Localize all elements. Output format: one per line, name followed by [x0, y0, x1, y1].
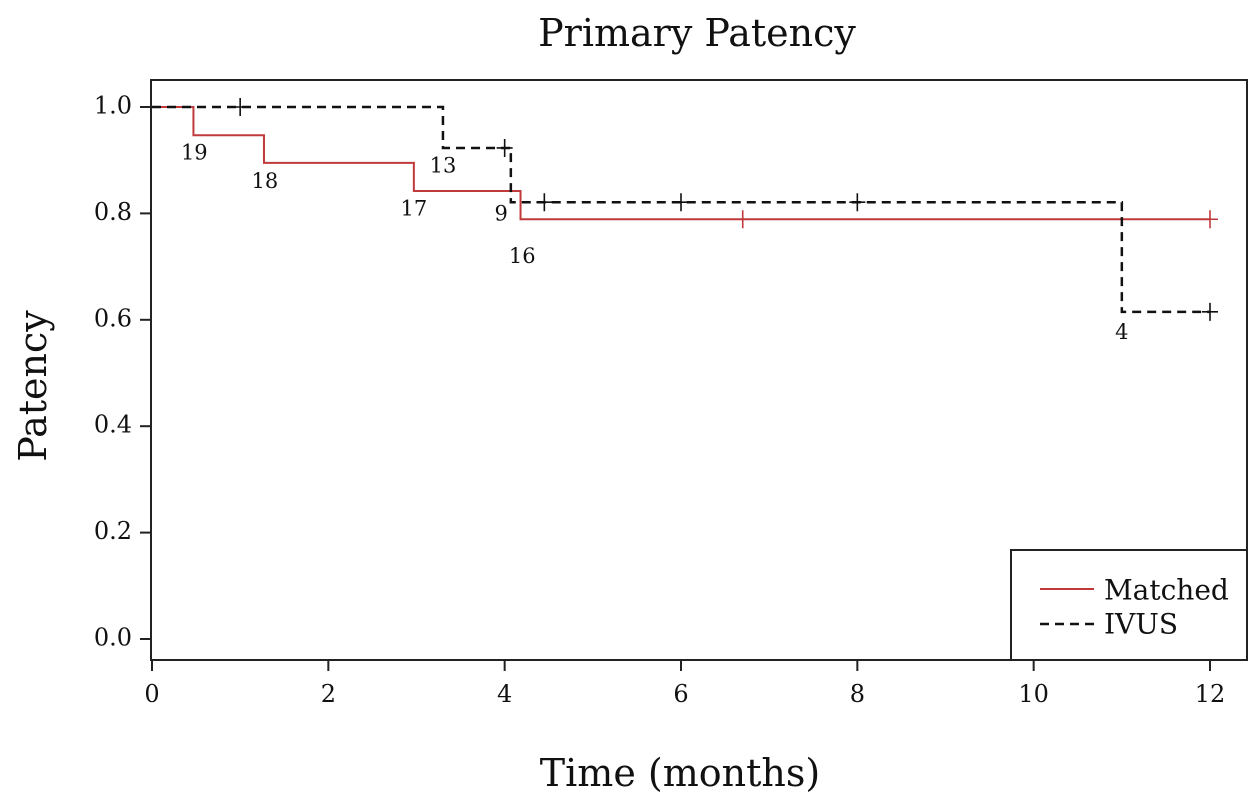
- x-tick-label: 0: [144, 680, 159, 708]
- censor-mark-ivus: [849, 193, 866, 212]
- x-tick-label: 2: [321, 680, 336, 708]
- x-tick-label: 12: [1195, 680, 1226, 708]
- censor-mark-ivus: [673, 193, 689, 212]
- chart-title: Primary Patency: [538, 11, 856, 55]
- risk-count-label: 16: [509, 244, 536, 268]
- y-tick-label: 0.8: [94, 198, 132, 226]
- y-tick-label: 0.4: [94, 411, 132, 439]
- legend-label-matched: Matched: [1104, 574, 1229, 607]
- series-line-ivus: [152, 105, 1210, 314]
- plot-frame: [150, 79, 1248, 661]
- censor-mark-ivus: [1202, 302, 1218, 321]
- series-line-matched: [152, 106, 1210, 221]
- censor-mark-ivus: [496, 138, 513, 157]
- risk-count-label: 17: [400, 197, 427, 221]
- y-axis-title: Patency: [11, 310, 55, 462]
- series-layer: [152, 98, 1218, 321]
- y-tick-label: 1.0: [94, 92, 132, 120]
- censor-mark-matched: [734, 210, 751, 229]
- x-tick-label: 8: [850, 680, 865, 708]
- y-tick-label: 0.6: [94, 304, 132, 332]
- y-tick-label: 0.2: [94, 517, 132, 545]
- risk-count-label: 18: [251, 169, 278, 193]
- censor-mark-matched: [1202, 210, 1218, 229]
- x-tick-label: 10: [1018, 680, 1049, 708]
- x-tick-label: 6: [673, 680, 688, 708]
- risk-count-label: 4: [1115, 320, 1128, 344]
- censor-mark-ivus: [232, 98, 249, 116]
- legend-box: [1010, 549, 1248, 661]
- y-tick-label: 0.0: [94, 624, 132, 652]
- risk-count-label: 19: [181, 140, 208, 164]
- legend: Matched IVUS: [1010, 549, 1248, 661]
- axis-ticks: 0 2 4 6 8 10 12 0.0 0.2 0.4 0.6 0.8 1.0: [94, 92, 1225, 709]
- risk-count-label: 9: [494, 201, 507, 225]
- risk-count-label: 13: [430, 154, 457, 178]
- risk-labels: 19 18 17 16 13 9 4: [181, 140, 1129, 344]
- legend-label-ivus: IVUS: [1104, 608, 1178, 641]
- censor-mark-ivus: [536, 193, 553, 212]
- x-axis-title: Time (months): [540, 751, 820, 795]
- x-tick-label: 4: [497, 680, 512, 708]
